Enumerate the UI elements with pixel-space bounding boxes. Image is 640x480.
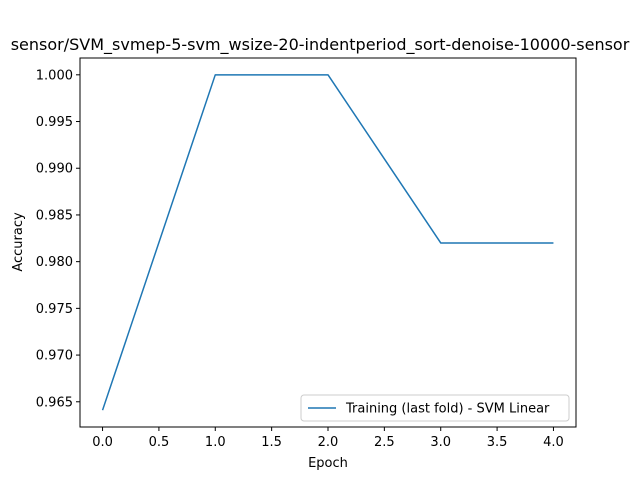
x-tick-label: 1.0 [205,435,226,450]
x-tick-label: 3.0 [430,435,451,450]
y-tick-label: 0.975 [36,302,73,317]
y-tick-label: 0.995 [36,115,73,130]
y-tick-label: 0.965 [36,395,73,410]
y-tick-label: 1.000 [36,68,73,83]
series-line [101,74,554,411]
x-axis-ticks: 0.0 0.5 1.0 1.5 2.0 2.5 3.0 3.5 4.0 [92,427,564,450]
x-tick-label: 2.0 [318,435,339,450]
x-axis-label: Epoch [308,456,348,471]
plot-area [79,57,577,428]
y-axis-ticks: 0.965 0.970 0.975 0.980 0.985 0.990 0.995 1.000 [36,68,80,410]
x-tick-label: 0.0 [92,435,113,450]
x-tick-label: 1.5 [261,435,282,450]
x-tick-label: 0.5 [149,435,170,450]
y-tick-label: 0.980 [36,255,73,270]
legend-label: Training (last fold) - SVM Linear [345,402,550,417]
y-tick-label: 0.985 [36,208,73,223]
y-axis-label: Accuracy [11,212,26,272]
x-tick-label: 2.5 [374,435,395,450]
y-tick-label: 0.970 [36,349,73,364]
legend-box [300,394,570,422]
legend: Training (last fold) - SVM Linear [300,394,570,422]
chart-title: sensor/SVM_svmep-5-svm_wsize-20-indentpe… [11,35,630,55]
y-tick-label: 0.990 [36,162,73,177]
x-tick-label: 4.0 [543,435,564,450]
x-tick-label: 3.5 [487,435,508,450]
